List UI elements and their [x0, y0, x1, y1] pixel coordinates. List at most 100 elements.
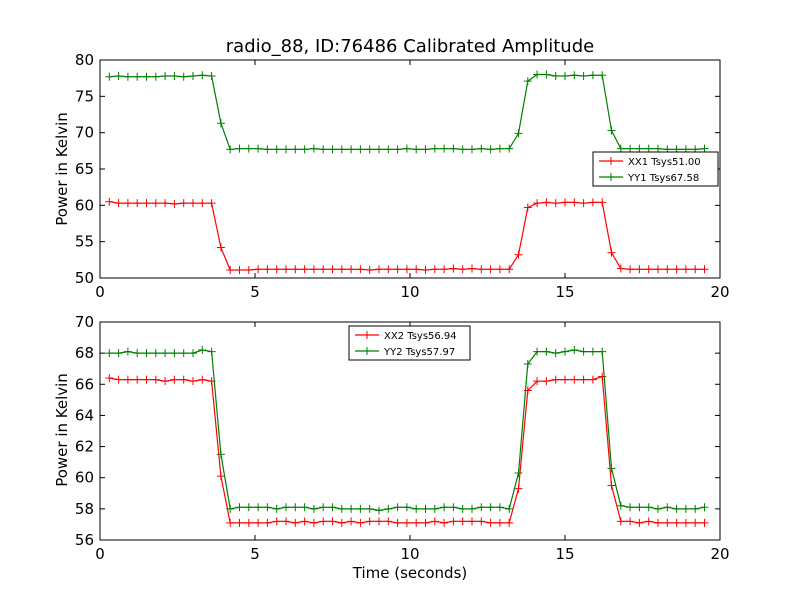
top-data-point — [644, 265, 653, 274]
top-data-point — [626, 265, 635, 274]
top-data-point — [114, 199, 123, 208]
top-legend-box — [592, 151, 719, 187]
bottom-data-point — [551, 349, 560, 358]
bottom-data-point — [570, 346, 579, 355]
top-data-point — [105, 197, 114, 206]
bottom-data-point — [486, 503, 495, 512]
bottom-data-point — [654, 504, 662, 513]
bottom-data-point — [654, 518, 662, 527]
top-data-point — [579, 71, 588, 80]
bottom-data-point — [216, 450, 225, 459]
top-data-point — [300, 145, 309, 154]
top-data-point — [495, 265, 504, 274]
top-data-point — [412, 145, 421, 154]
bottom-data-point — [263, 503, 272, 512]
bottom-data-point — [458, 504, 467, 513]
top-data-point — [626, 144, 635, 153]
bottom-data-point — [635, 518, 644, 527]
bottom-legend: XX2 Tsys56.94 YY2 Tsys57.97 — [348, 325, 471, 361]
bottom-data-point — [616, 517, 625, 526]
bottom-data-point — [412, 518, 421, 527]
bottom-legend-label: XX2 Tsys56.94 — [384, 331, 457, 342]
bottom-data-point — [626, 517, 635, 526]
top-data-point — [468, 264, 476, 273]
bottom-data-point — [375, 506, 383, 515]
top-legend-label: YY1 Tsys67.58 — [627, 173, 699, 184]
bottom-data-point — [375, 517, 383, 526]
bottom-x-tick-label: 10 — [400, 545, 419, 563]
bottom-data-point — [309, 504, 318, 513]
top-data-point — [300, 265, 309, 274]
top-data-point — [170, 71, 179, 80]
top-legend: XX1 Tsys51.00 YY1 Tsys67.58 — [592, 151, 719, 187]
top-x-tick-label: 5 — [250, 283, 260, 301]
top-data-point — [616, 264, 625, 273]
bottom-data-point — [300, 517, 309, 526]
bottom-data-point — [551, 375, 560, 384]
bottom-data-point — [579, 375, 588, 384]
top-y-tick-label: 80 — [75, 51, 94, 69]
bottom-data-point — [579, 347, 588, 356]
top-data-point — [337, 145, 346, 154]
top-data-point — [533, 70, 542, 79]
bottom-data-point — [607, 464, 616, 473]
top-data-point — [607, 248, 616, 257]
bottom-y-tick-label: 64 — [75, 406, 94, 424]
bottom-data-point — [672, 518, 681, 527]
top-data-point — [179, 72, 188, 81]
bottom-data-point — [198, 375, 207, 384]
bottom-data-point — [142, 349, 151, 358]
top-data-point — [254, 144, 263, 153]
top-y-tick-label: 50 — [75, 269, 94, 287]
top-data-point — [440, 265, 449, 274]
top-series-line — [109, 201, 705, 271]
bottom-data-point — [235, 503, 244, 512]
top-data-point — [486, 145, 495, 154]
bottom-x-tick-label: 20 — [710, 545, 729, 563]
bottom-data-point — [161, 349, 170, 358]
bottom-data-point — [263, 518, 272, 527]
top-data-point — [375, 265, 383, 274]
top-data-point — [607, 126, 616, 135]
bottom-series-line — [109, 349, 705, 512]
bottom-data-point — [179, 375, 188, 384]
bottom-data-point — [626, 503, 635, 512]
top-y-tick-label: 70 — [75, 124, 94, 142]
top-data-point — [477, 265, 486, 274]
bottom-data-point — [588, 375, 597, 384]
bottom-data-point — [105, 374, 114, 383]
bottom-panel: Power in Kelvin Time (seconds) 0 5 10 15 20 5… — [53, 313, 730, 582]
bottom-data-point — [226, 504, 235, 513]
bottom-data-point — [105, 349, 114, 358]
top-data-point — [291, 265, 300, 274]
bottom-data-point — [700, 518, 709, 527]
top-series-line — [109, 73, 705, 151]
bottom-data-point — [384, 517, 393, 526]
bottom-data-point — [505, 504, 514, 513]
bottom-y-tick-label: 56 — [75, 531, 94, 549]
top-data-point — [254, 265, 263, 274]
top-data-point — [207, 71, 216, 80]
top-data-point — [133, 72, 142, 81]
top-data-point — [561, 198, 569, 207]
top-data-point — [635, 265, 644, 274]
bottom-data-point — [495, 503, 504, 512]
bottom-y-tick-label: 62 — [75, 438, 94, 456]
top-data-point — [365, 266, 374, 275]
top-data-point — [356, 145, 365, 154]
top-data-point — [347, 145, 356, 154]
top-data-point — [337, 265, 346, 274]
top-data-point — [672, 265, 681, 274]
top-data-point — [309, 265, 318, 274]
top-data-point — [272, 145, 281, 154]
bottom-legend-box — [348, 325, 471, 361]
bottom-data-point — [635, 503, 644, 512]
bottom-data-point — [681, 518, 690, 527]
x-axis-label: Time (seconds) — [352, 564, 468, 582]
top-data-point — [291, 145, 300, 154]
bottom-data-point — [216, 472, 225, 481]
bottom-y-tick-label: 60 — [75, 469, 94, 487]
top-series-2 — [105, 70, 709, 154]
bottom-data-point — [319, 517, 328, 526]
